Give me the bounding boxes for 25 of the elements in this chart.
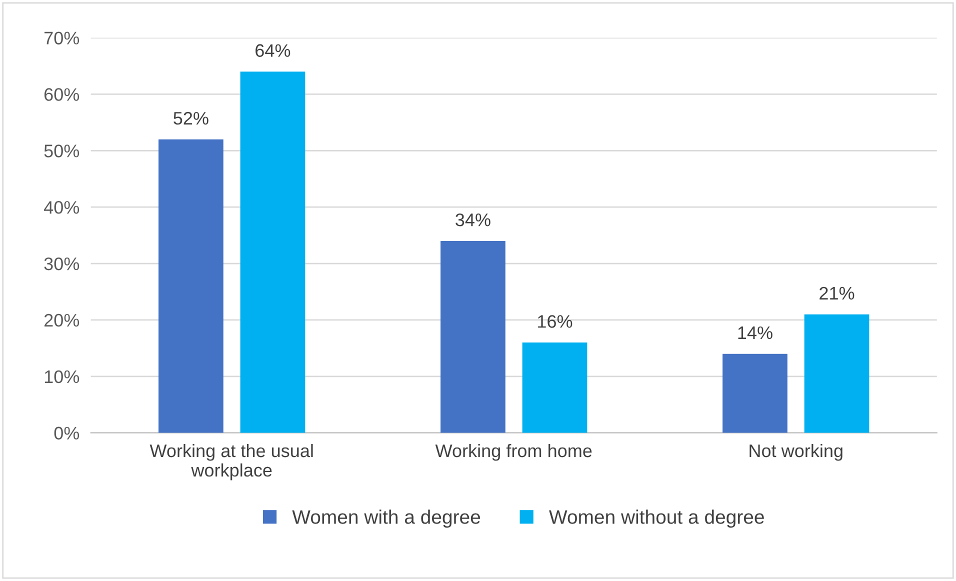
y-tick-label: 40%: [44, 201, 80, 214]
y-tick-label: 0%: [54, 426, 80, 440]
x-tick-label: Not working: [750, 444, 842, 461]
y-tick-label: 70%: [44, 32, 80, 44]
x-tick-label: Working at the usual workplace: [150, 444, 313, 480]
bar: [240, 72, 306, 433]
y-tick-label: 60%: [44, 88, 80, 101]
bar: [522, 342, 588, 433]
data-label: 34%: [456, 213, 490, 226]
bar: [440, 240, 506, 433]
y-tick-label: 50%: [44, 144, 80, 158]
legend-label: Women without a degree: [549, 510, 764, 528]
bar: [804, 314, 870, 433]
data-label: 21%: [820, 286, 854, 300]
y-tick-label: 30%: [44, 257, 80, 270]
data-label: 64%: [256, 44, 290, 57]
bar: [158, 139, 224, 433]
bar: [722, 354, 788, 433]
data-label: 16%: [538, 315, 572, 328]
x-tick-label: Working from home: [435, 444, 592, 461]
data-label: 52%: [174, 112, 208, 125]
data-label: 14%: [738, 326, 772, 340]
legend-label: Women with a degree: [292, 510, 480, 528]
y-tick-label: 10%: [44, 370, 80, 384]
y-tick-label: 20%: [44, 314, 80, 327]
